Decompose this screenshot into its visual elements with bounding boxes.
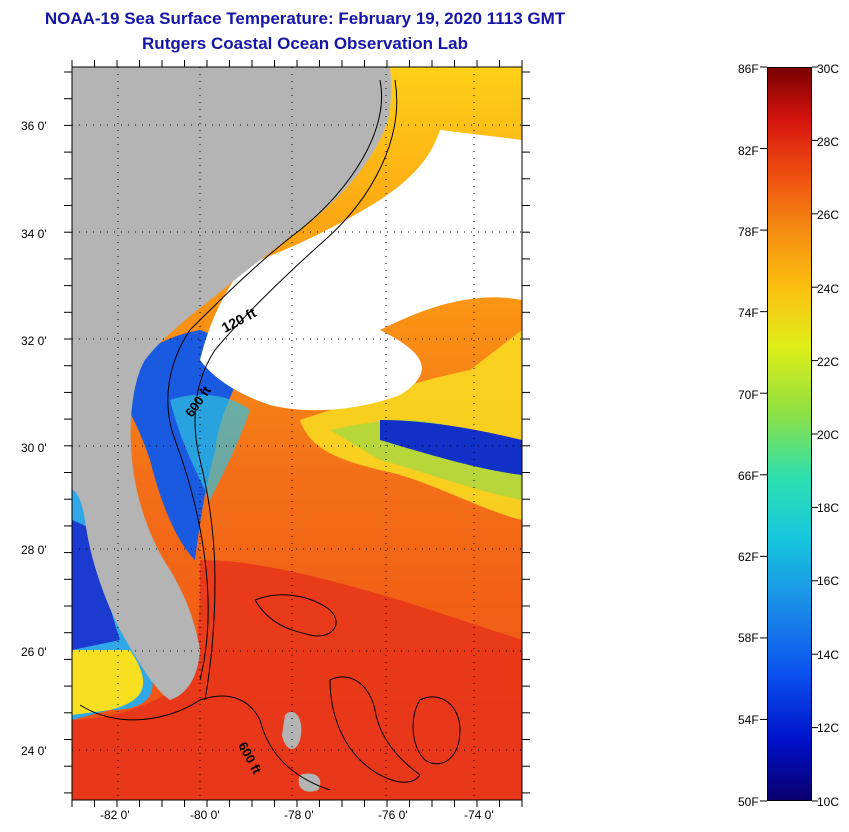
contour-line	[167, 79, 382, 681]
colorbar-c-label: 24C	[817, 282, 840, 296]
graticule	[72, 67, 522, 800]
colorbar-c-label: 18C	[817, 501, 840, 515]
land-mass	[72, 67, 392, 700]
contour-line	[329, 676, 421, 783]
temperature-colorbar	[767, 67, 812, 801]
lon-label: -76 0'	[378, 808, 408, 822]
lat-label: 36 0'	[21, 119, 47, 133]
lon-label: -78 0'	[284, 808, 314, 822]
lat-label: 28 0'	[21, 543, 47, 557]
contour-line	[412, 696, 461, 765]
colorbar-c-label: 30C	[817, 62, 840, 76]
colorbar-c-label: 10C	[817, 795, 840, 809]
colorbar-c-label: 12C	[817, 721, 840, 735]
colorbar-f-label: 58F	[738, 631, 759, 645]
gulf-stream	[72, 560, 522, 800]
colorbar-c-label: 14C	[817, 648, 840, 662]
colorbar-f-label: 54F	[738, 713, 759, 727]
colorbar-f-label: 82F	[738, 144, 759, 158]
lat-label: 24 0'	[21, 744, 47, 758]
contour-line	[79, 695, 331, 791]
cool-offshore-band	[380, 420, 522, 475]
cool-shelf-water	[110, 330, 250, 560]
lat-label: 34 0'	[21, 227, 47, 241]
contour-line	[254, 594, 337, 637]
colorbar-f-label: 66F	[738, 469, 759, 483]
lon-label: -74 0'	[464, 808, 494, 822]
axis-ticks	[64, 60, 530, 807]
colorbar-c-label: 26C	[817, 208, 840, 222]
lon-label: -82 0'	[100, 808, 130, 822]
colorbar-f-label: 74F	[738, 306, 759, 320]
colorbar-f-label: 86F	[738, 62, 759, 76]
cloud-cover	[200, 130, 522, 411]
lat-label: 32 0'	[21, 334, 47, 348]
lat-label: 30 0'	[21, 441, 47, 455]
colorbar-c-label: 20C	[817, 428, 840, 442]
colorbar-f-label: 70F	[738, 388, 759, 402]
colorbar-f-label: 62F	[738, 550, 759, 564]
colorbar-f-label: 78F	[738, 225, 759, 239]
contour-line	[194, 79, 398, 701]
island	[298, 773, 321, 792]
cyan-shelf-water	[170, 394, 250, 500]
lat-label: 26 0'	[21, 645, 47, 659]
colorbar-c-label: 22C	[817, 355, 840, 369]
island	[282, 711, 302, 750]
gulf-warm-water	[72, 650, 144, 715]
colorbar-c-label: 16C	[817, 574, 840, 588]
map-subtitle: Rutgers Coastal Ocean Observation Lab	[142, 34, 468, 53]
gulf-coldest-water	[72, 520, 120, 650]
colorbar-c-label: 28C	[817, 135, 840, 149]
map-title: NOAA-19 Sea Surface Temperature: Februar…	[44, 9, 566, 28]
lon-label: -80 0'	[190, 808, 220, 822]
colorbar-f-label: 50F	[738, 795, 759, 809]
